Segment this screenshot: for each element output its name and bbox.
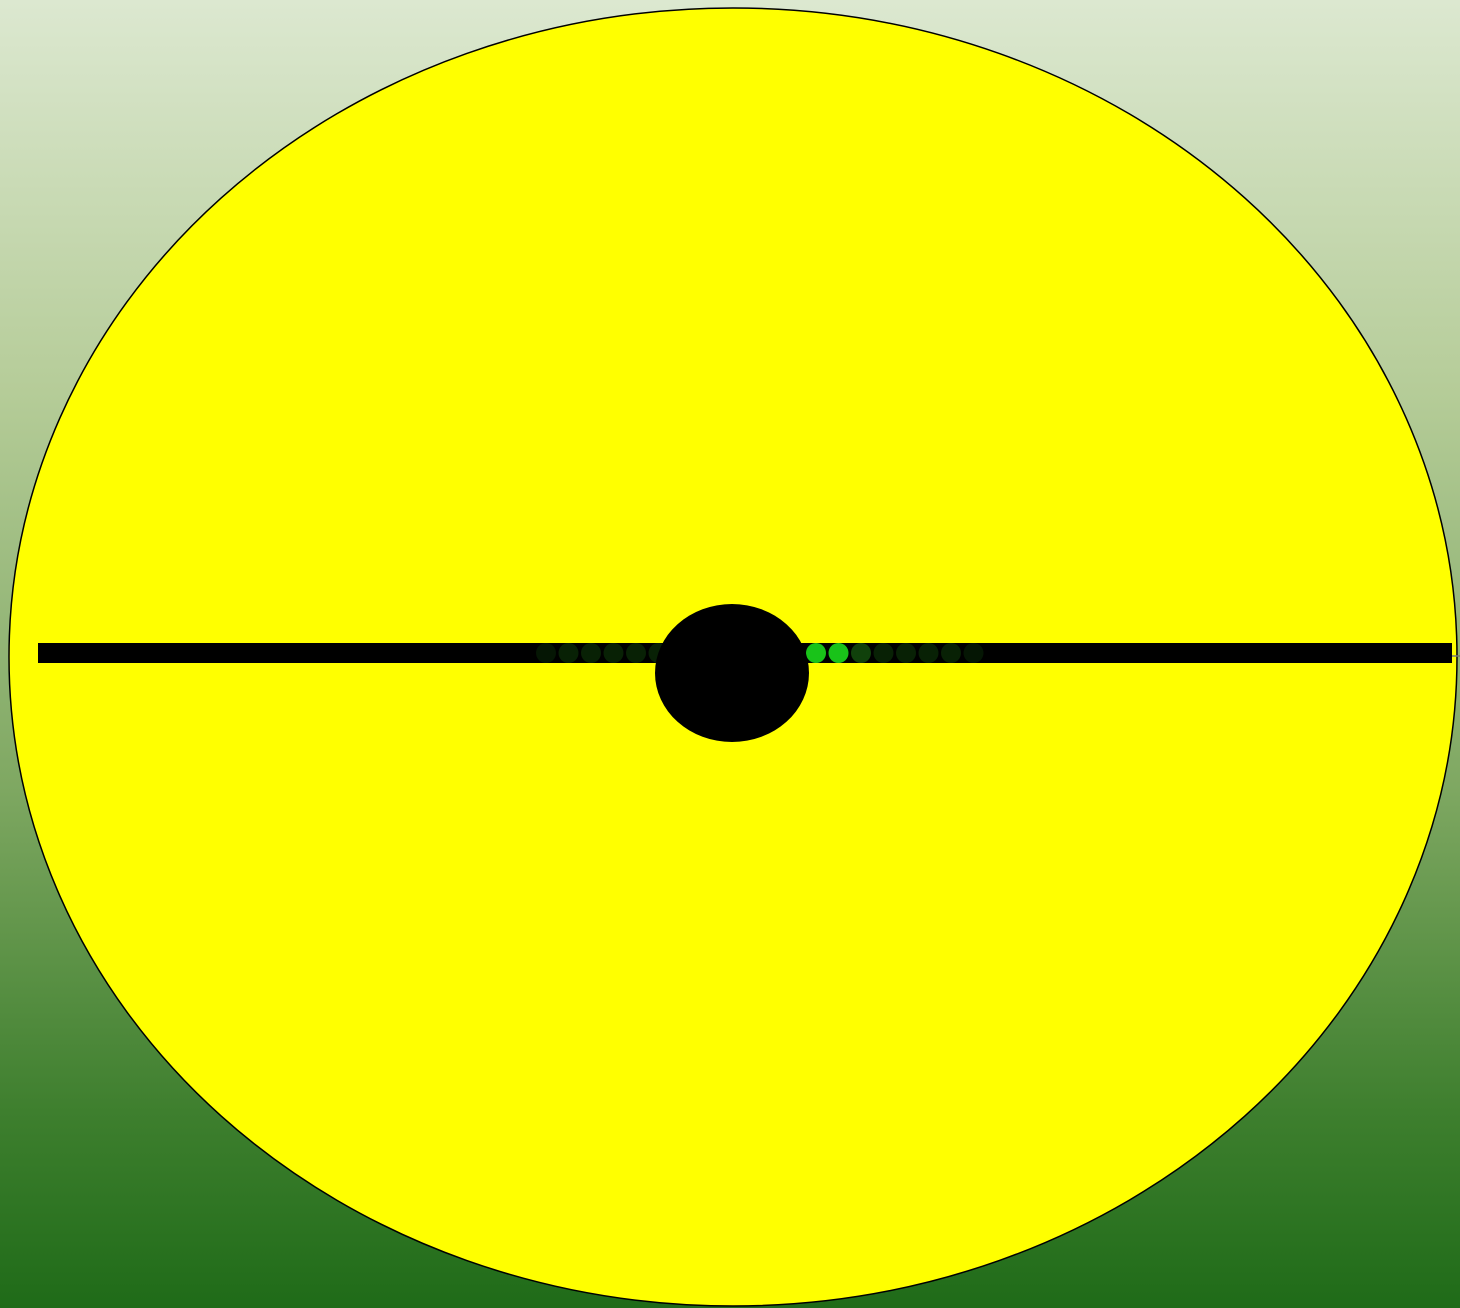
left-indicator-light	[626, 643, 646, 663]
left-indicator-light	[536, 643, 556, 663]
right-indicator-light	[851, 643, 871, 663]
right-indicator-light	[896, 643, 916, 663]
right-indicator-light	[941, 643, 961, 663]
right-indicator-light	[806, 643, 826, 663]
left-indicator-light	[603, 643, 624, 663]
center-hub	[655, 604, 809, 742]
left-indicator-light	[581, 643, 601, 663]
left-indicator-light	[558, 643, 579, 663]
right-indicator-light	[828, 643, 849, 663]
right-indicator-light	[873, 643, 894, 663]
right-indicator-light	[963, 643, 984, 663]
right-indicator-light	[918, 643, 939, 663]
